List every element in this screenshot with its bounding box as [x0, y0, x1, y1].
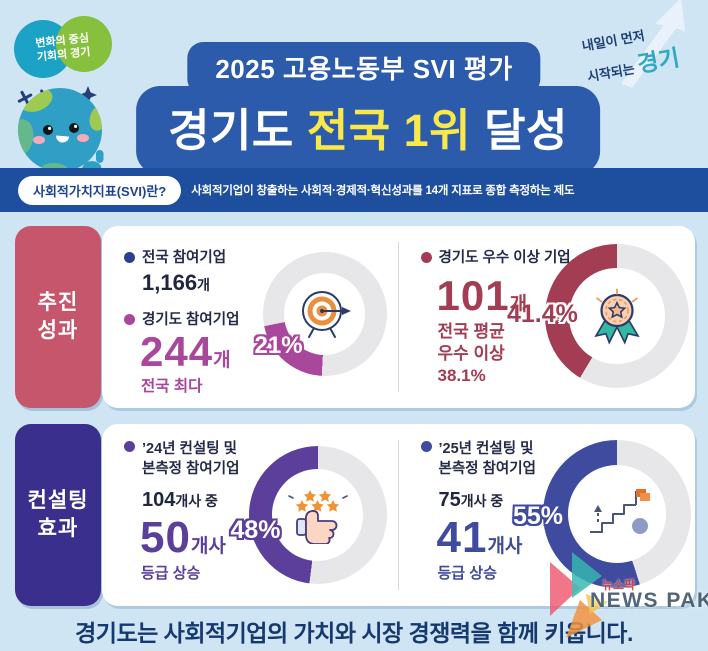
bullet-icon [420, 251, 432, 263]
globe-mascot-icon [17, 86, 104, 175]
donut-percent-label: 48% [230, 516, 281, 544]
section-label-consulting: 컨설팅 효과 [15, 424, 101, 606]
panel-excellence: 경기도 우수 이상 기업 101개 전국 평균 우수 이상 38.1% 41.4… [399, 226, 696, 408]
arrow-up-icon [621, 0, 686, 88]
section-label-performance: 추진 성과 [15, 226, 101, 408]
upgraded-2025-count: 41개사 [436, 513, 523, 563]
upgraded-2024-count: 50개사 [140, 513, 226, 563]
excellent-companies-value: 101개 [436, 272, 528, 319]
upgrade-2025-note: 등급 상승 [437, 565, 497, 583]
medal-icon [545, 244, 689, 388]
excellent-companies-label: 경기도 우수 이상 기업 [420, 246, 571, 267]
participants-2025-count: 75개사 중 [438, 489, 504, 512]
donut-percent-label: 21% [254, 332, 303, 359]
slogan-brand: 경기 [635, 44, 682, 78]
panel-participation: 전국 참여기업 1,166개 경기도 참여기업 244개 전국 최다 21% [102, 226, 399, 408]
title-pre: 경기도 [168, 105, 307, 156]
bullet-icon [124, 313, 135, 325]
title-banner-main: 경기도 전국 1위 달성 [136, 86, 600, 175]
gyeonggi-participants-label: 경기도 참여기업 [124, 308, 239, 329]
donut-percent-label: 41.4% [507, 300, 578, 328]
news-pak-logo-icon [550, 552, 608, 638]
gyeonggi-slogan: 내일이 먼저 시작되는 경기 [580, 0, 698, 88]
gyeonggi-participants-value: 244개 [140, 328, 231, 375]
excellence-texts: 경기도 우수 이상 기업 101개 전국 평균 우수 이상 38.1% [420, 246, 571, 387]
donut-chart-2024: 48% [231, 446, 387, 584]
svi-definition-bar: 사회적가치지표(SVI)란? 사회적기업이 창출하는 사회적·경제적·혁신성과를… [0, 168, 708, 212]
donut-chart-participation: 21% [255, 252, 387, 376]
panel-2024: ’24년 컨설팅 및 본측정 참여기업 104개사 중 50개사 등급 상승 4… [102, 424, 399, 606]
participants-2025-label: ’25년 컨설팅 및 본측정 참여기업 [420, 440, 536, 479]
footer-message: 경기도는 사회적기업의 가치와 시장 경쟁력을 함께 키웁니다. [75, 620, 633, 646]
participation-texts: 전국 참여기업 1,166개 경기도 참여기업 244개 전국 최다 [124, 246, 239, 397]
national-participants-value: 1,166개 [142, 270, 210, 295]
stairs-icon [543, 440, 691, 588]
upgrade-2024-note: 등급 상승 [141, 565, 201, 583]
donut-percent-label: 55% [513, 502, 564, 530]
news-pak-watermark: 뉴스팍 NEWS PAK [530, 550, 708, 640]
watermark-english: NEWS PAK [590, 589, 708, 612]
title-highlight: 전국 1위 [306, 105, 472, 156]
participants-2024-count: 104개사 중 [142, 489, 218, 512]
national-participants-label: 전국 참여기업 [124, 246, 239, 267]
bullet-icon [420, 441, 432, 452]
national-average-note: 전국 평균 우수 이상 38.1% [437, 322, 505, 386]
watermark-korean: 뉴스팍 [602, 578, 636, 592]
consulting-2024-texts: ’24년 컨설팅 및 본측정 참여기업 104개사 중 50개사 등급 상승 [124, 440, 239, 584]
gyeonggi-participants-note: 전국 최다 [141, 378, 203, 395]
svi-description: 사회적기업이 창출하는 사회적·경제적·혁신성과를 14개 지표로 종합 측정하… [191, 185, 575, 197]
thumbs-up-icon [249, 446, 387, 584]
svi-pill: 사회적가치지표(SVI)란? [18, 175, 182, 205]
performance-card: 전국 참여기업 1,166개 경기도 참여기업 244개 전국 최다 21% [102, 226, 695, 408]
consulting-2025-texts: ’25년 컨설팅 및 본측정 참여기업 75개사 중 41개사 등급 상승 [420, 440, 536, 584]
bullet-icon [124, 441, 135, 452]
participants-2024-label: ’24년 컨설팅 및 본측정 참여기업 [124, 440, 239, 479]
panel-2025: ’25년 컨설팅 및 본측정 참여기업 75개사 중 41개사 등급 상승 55… [399, 424, 696, 606]
target-icon [263, 252, 387, 376]
badge-circle-green [56, 16, 112, 72]
donut-chart-excellence: 41.4% [507, 244, 689, 388]
gyeonggi-badge-icon: 변화의 중심 기회의 경기 [14, 16, 112, 80]
title-post: 달성 [471, 105, 568, 156]
bullet-icon [124, 251, 135, 263]
donut-chart-2025: 55% [513, 440, 691, 588]
